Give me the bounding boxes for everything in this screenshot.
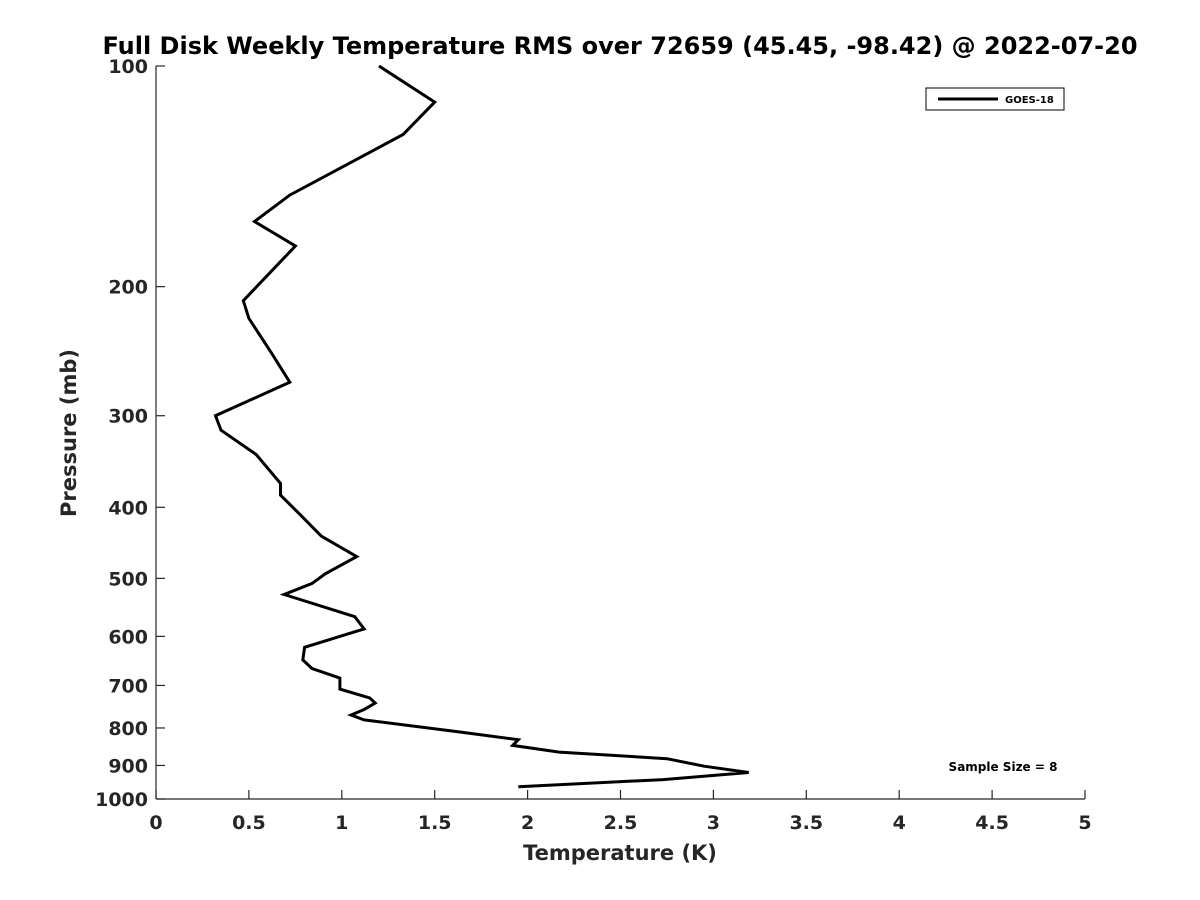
x-tick-label: 0 — [149, 812, 162, 834]
x-tick-label: 1 — [335, 812, 348, 834]
y-tick-label: 800 — [108, 718, 148, 740]
y-tick-label: 300 — [108, 406, 148, 428]
y-tick-label: 600 — [108, 626, 148, 648]
x-tick-label: 3.5 — [789, 812, 823, 834]
x-tick-label: 0.5 — [232, 812, 266, 834]
y-tick-label: 200 — [108, 277, 148, 299]
y-tick-label: 1000 — [95, 789, 148, 811]
y-axis: 100 200 300 400 500 600 700 800 900 1000 — [95, 56, 165, 811]
x-tick-label: 2 — [521, 812, 534, 834]
legend-label-goes-18: GOES-18 — [1005, 95, 1054, 106]
x-axis-label: Temperature (K) — [523, 841, 717, 865]
y-tick-label: 700 — [108, 675, 148, 697]
series-layer — [213, 64, 749, 789]
x-tick-label: 2.5 — [604, 812, 638, 834]
x-tick-label: 4.5 — [975, 812, 1009, 834]
x-tick-label: 3 — [707, 812, 720, 834]
sample-size-annotation: Sample Size = 8 — [949, 760, 1058, 774]
plot-area — [155, 66, 1085, 800]
series-line-goes-18 — [213, 64, 749, 789]
legend: GOES-18 — [925, 87, 1065, 111]
y-tick-label: 500 — [108, 568, 148, 590]
y-tick-label: 100 — [108, 56, 148, 78]
x-tick-label: 4 — [893, 812, 906, 834]
x-axis: 0 0.5 1 1.5 2 2.5 3 3.5 4 4.5 5 — [149, 790, 1092, 834]
x-tick-label: 5 — [1078, 812, 1091, 834]
y-axis-label: Pressure (mb) — [57, 349, 81, 517]
y-tick-label: 400 — [108, 497, 148, 519]
chart-title: Full Disk Weekly Temperature RMS over 72… — [102, 32, 1137, 60]
y-tick-label: 900 — [108, 755, 148, 777]
x-tick-label: 1.5 — [418, 812, 452, 834]
